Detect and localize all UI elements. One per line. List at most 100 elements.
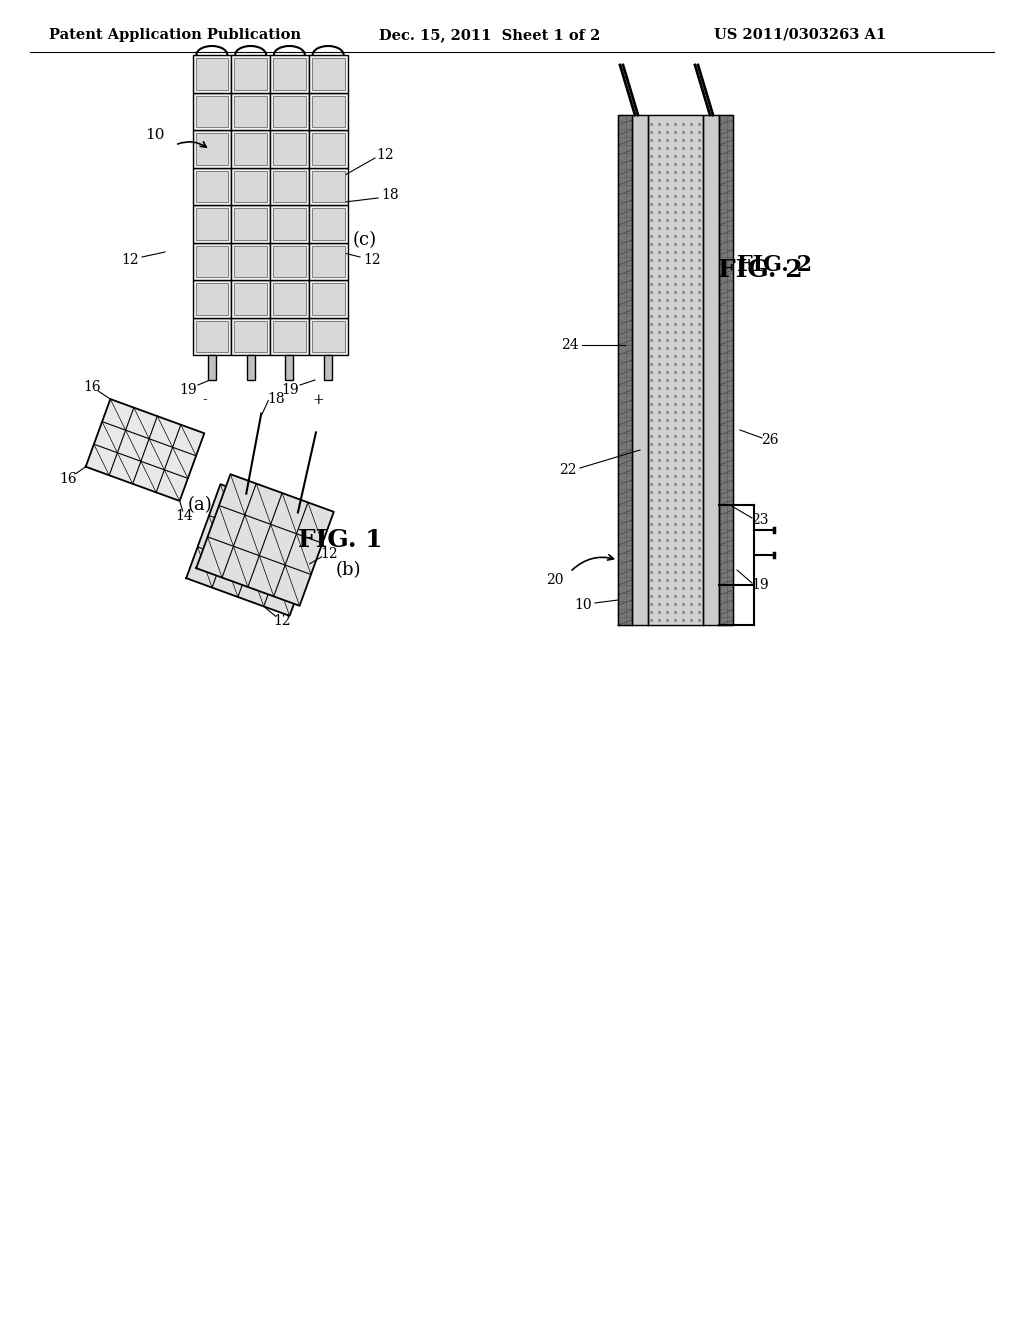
Bar	[196, 209, 228, 239]
Bar	[193, 318, 231, 355]
Text: 12: 12	[376, 148, 394, 162]
Bar	[234, 133, 267, 165]
Text: 23: 23	[752, 513, 769, 527]
Bar	[234, 170, 267, 202]
Bar	[234, 209, 267, 239]
Bar	[270, 318, 309, 355]
Bar	[193, 168, 231, 205]
Text: 16: 16	[84, 380, 101, 395]
Bar	[270, 243, 309, 280]
Text: FIG. 2: FIG. 2	[718, 257, 803, 282]
Text: Patent Application Publication: Patent Application Publication	[49, 28, 301, 42]
Text: 12: 12	[364, 253, 381, 267]
Bar	[231, 168, 270, 205]
Bar	[196, 58, 228, 90]
Bar	[193, 129, 231, 168]
Text: 16: 16	[59, 471, 77, 486]
Polygon shape	[719, 115, 733, 624]
Bar	[234, 95, 267, 127]
Bar	[273, 246, 306, 277]
Bar	[309, 168, 347, 205]
Bar	[309, 243, 347, 280]
Bar	[270, 129, 309, 168]
Text: FIG. 1: FIG. 1	[298, 528, 382, 552]
Text: 12: 12	[273, 614, 291, 628]
Bar	[193, 92, 231, 129]
Bar	[196, 95, 228, 127]
Bar	[325, 355, 332, 380]
Bar	[309, 129, 347, 168]
Bar	[270, 92, 309, 129]
Text: 12: 12	[121, 253, 139, 267]
Bar	[311, 282, 344, 314]
Text: US 2011/0303263 A1: US 2011/0303263 A1	[714, 28, 886, 42]
Bar	[311, 95, 344, 127]
Text: 10: 10	[574, 598, 592, 612]
Bar	[231, 243, 270, 280]
Text: FIG. 2: FIG. 2	[737, 253, 813, 276]
Bar	[234, 321, 267, 352]
Bar	[311, 321, 344, 352]
Text: 24: 24	[561, 338, 579, 352]
Bar	[270, 55, 309, 92]
Bar	[234, 282, 267, 314]
Bar	[196, 246, 228, 277]
Bar	[309, 205, 347, 243]
Text: 14: 14	[176, 510, 194, 523]
Bar	[231, 129, 270, 168]
Bar	[196, 170, 228, 202]
Bar	[234, 246, 267, 277]
Bar	[231, 318, 270, 355]
Text: 12: 12	[319, 546, 338, 561]
Bar	[273, 95, 306, 127]
Bar	[193, 55, 231, 92]
Bar	[273, 209, 306, 239]
Bar	[311, 133, 344, 165]
Bar	[231, 92, 270, 129]
Text: 18: 18	[381, 187, 398, 202]
Text: 18: 18	[267, 392, 285, 405]
Bar	[311, 246, 344, 277]
Bar	[311, 209, 344, 239]
Bar	[270, 205, 309, 243]
Bar	[311, 170, 344, 202]
Text: 19: 19	[752, 578, 769, 591]
Text: (a): (a)	[187, 496, 212, 513]
Text: 19: 19	[282, 383, 299, 397]
Bar	[270, 168, 309, 205]
Bar	[309, 55, 347, 92]
Polygon shape	[618, 115, 632, 624]
Text: (b): (b)	[335, 561, 360, 579]
Bar	[270, 280, 309, 318]
Bar	[231, 280, 270, 318]
Polygon shape	[86, 399, 205, 500]
Text: 26: 26	[761, 433, 778, 447]
Bar	[309, 318, 347, 355]
Text: 20: 20	[546, 573, 564, 587]
Text: Dec. 15, 2011  Sheet 1 of 2: Dec. 15, 2011 Sheet 1 of 2	[379, 28, 601, 42]
Bar	[196, 321, 228, 352]
Bar	[231, 55, 270, 92]
Bar	[286, 355, 293, 380]
Polygon shape	[648, 115, 703, 624]
Bar	[196, 282, 228, 314]
Bar	[234, 58, 267, 90]
Bar	[273, 58, 306, 90]
Polygon shape	[632, 115, 648, 624]
Bar	[273, 170, 306, 202]
Bar	[193, 243, 231, 280]
Bar	[273, 321, 306, 352]
Bar	[247, 355, 255, 380]
Text: +: +	[312, 393, 324, 407]
Bar	[193, 280, 231, 318]
Text: 19: 19	[179, 383, 197, 397]
Polygon shape	[197, 474, 334, 606]
Bar	[193, 205, 231, 243]
Bar	[309, 92, 347, 129]
Bar	[208, 355, 216, 380]
Bar	[273, 133, 306, 165]
Text: (c): (c)	[353, 231, 377, 249]
Bar	[231, 205, 270, 243]
Polygon shape	[703, 115, 719, 624]
Text: 22: 22	[559, 463, 577, 477]
